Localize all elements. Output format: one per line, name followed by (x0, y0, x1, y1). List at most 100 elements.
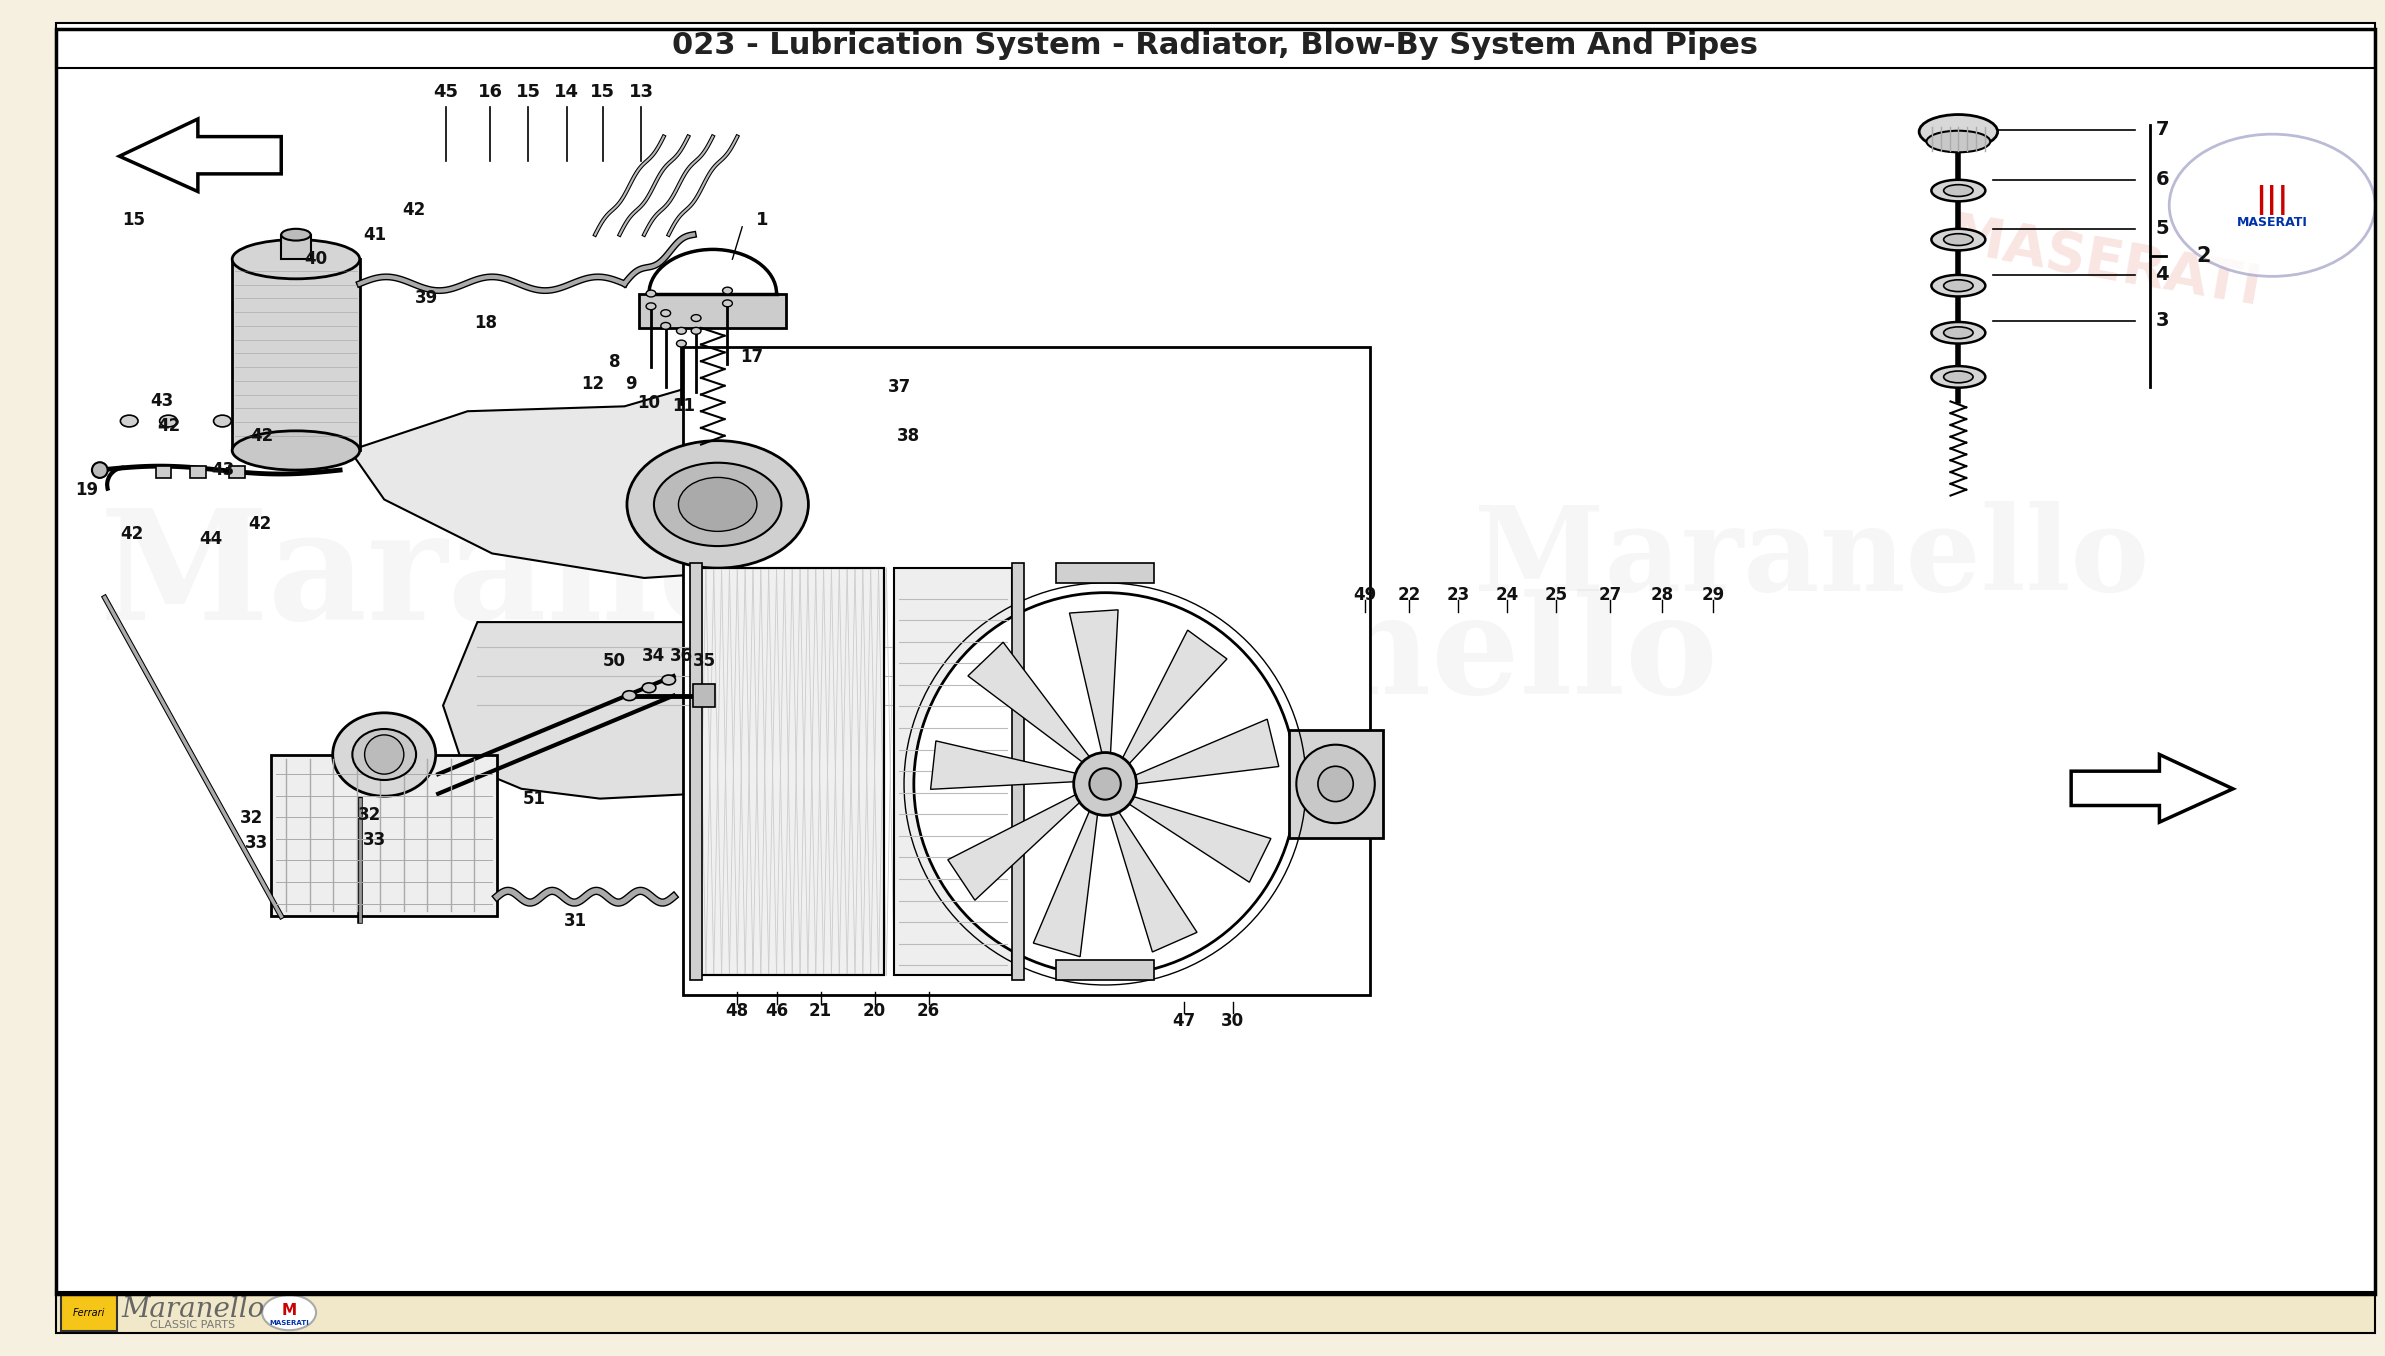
Ellipse shape (622, 690, 637, 701)
Bar (272, 754, 496, 917)
Ellipse shape (231, 431, 360, 471)
Circle shape (365, 735, 403, 774)
Bar (639, 293, 787, 328)
Text: 36: 36 (670, 647, 694, 666)
Bar (55, 1292, 2375, 1333)
Ellipse shape (723, 300, 732, 306)
Text: 42: 42 (248, 515, 272, 533)
Bar (1057, 563, 1154, 583)
Text: 20: 20 (863, 1002, 887, 1021)
Ellipse shape (1932, 180, 1984, 201)
Ellipse shape (334, 713, 436, 796)
Ellipse shape (723, 287, 732, 294)
Text: 4: 4 (2156, 266, 2170, 285)
Text: 42: 42 (403, 201, 425, 220)
Bar (1057, 960, 1154, 980)
Ellipse shape (160, 415, 176, 427)
Ellipse shape (677, 477, 756, 532)
Polygon shape (2070, 754, 2232, 822)
Ellipse shape (1932, 366, 1984, 388)
Text: 31: 31 (563, 913, 587, 930)
Ellipse shape (1944, 184, 1972, 197)
Text: 34: 34 (642, 647, 665, 666)
Text: 18: 18 (475, 315, 496, 332)
Text: 23: 23 (1448, 586, 1469, 603)
Bar (55, 23, 2375, 68)
Text: 10: 10 (637, 395, 661, 412)
Text: 47: 47 (1171, 1013, 1195, 1031)
Ellipse shape (642, 683, 656, 693)
Ellipse shape (692, 315, 701, 321)
Text: 14: 14 (553, 84, 580, 102)
Polygon shape (1068, 610, 1119, 753)
Bar (699, 568, 885, 975)
Ellipse shape (1944, 233, 1972, 245)
Text: 29: 29 (1701, 586, 1724, 603)
Text: 12: 12 (582, 374, 606, 393)
Ellipse shape (1932, 229, 1984, 251)
Text: |||: ||| (2256, 186, 2290, 216)
Polygon shape (1033, 811, 1097, 957)
Text: 28: 28 (1650, 586, 1674, 603)
Text: 15: 15 (122, 212, 145, 229)
Ellipse shape (627, 441, 809, 568)
Polygon shape (1135, 719, 1278, 784)
Ellipse shape (262, 1295, 317, 1330)
Ellipse shape (677, 327, 687, 334)
Text: 32: 32 (241, 810, 262, 827)
Polygon shape (119, 119, 281, 191)
Ellipse shape (1927, 130, 1989, 152)
Text: 15: 15 (515, 84, 541, 102)
Text: 15: 15 (591, 84, 615, 102)
Text: Maranello: Maranello (923, 590, 1717, 723)
Text: 41: 41 (363, 225, 386, 244)
Polygon shape (968, 643, 1090, 762)
Text: 39: 39 (415, 289, 439, 308)
Bar (229, 466, 246, 477)
Text: MASERATI: MASERATI (1946, 210, 2266, 319)
Text: 32: 32 (358, 807, 382, 824)
Circle shape (1319, 766, 1352, 801)
Text: 43: 43 (210, 461, 234, 479)
Text: 42: 42 (122, 525, 143, 542)
Ellipse shape (692, 327, 701, 334)
Ellipse shape (653, 462, 782, 546)
Ellipse shape (661, 675, 675, 685)
Text: 35: 35 (694, 652, 716, 670)
Text: Maranello: Maranello (122, 1296, 265, 1323)
Text: 3: 3 (2156, 312, 2168, 331)
Polygon shape (1123, 631, 1226, 763)
Text: 33: 33 (246, 834, 270, 852)
Ellipse shape (677, 340, 687, 347)
Text: M: M (281, 1303, 296, 1318)
Ellipse shape (1944, 279, 1972, 292)
Ellipse shape (231, 240, 360, 279)
Text: 42: 42 (157, 416, 181, 435)
Polygon shape (1128, 797, 1271, 883)
Bar (689, 563, 701, 980)
Text: 22: 22 (1398, 586, 1421, 603)
Text: MASERATI: MASERATI (2237, 217, 2309, 229)
Text: PARTS: PARTS (694, 645, 1161, 766)
Polygon shape (930, 740, 1076, 789)
Bar (281, 235, 310, 259)
Text: 43: 43 (150, 392, 174, 411)
Ellipse shape (646, 290, 656, 297)
Text: 5: 5 (2156, 220, 2170, 239)
Ellipse shape (1920, 114, 1999, 149)
Text: 023 - Lubrication System - Radiator, Blow-By System And Pipes: 023 - Lubrication System - Radiator, Blo… (673, 31, 1758, 60)
Circle shape (913, 593, 1297, 975)
Ellipse shape (119, 415, 138, 427)
Ellipse shape (353, 730, 415, 780)
FancyBboxPatch shape (55, 28, 2375, 1294)
Circle shape (1297, 744, 1374, 823)
Text: 30: 30 (1221, 1013, 1245, 1031)
Circle shape (1073, 753, 1138, 815)
Text: 1: 1 (756, 212, 768, 229)
Ellipse shape (661, 309, 670, 316)
Text: 17: 17 (739, 348, 763, 366)
Bar (191, 466, 205, 477)
Text: 19: 19 (76, 480, 98, 499)
Text: 25: 25 (1545, 586, 1567, 603)
Ellipse shape (281, 229, 310, 240)
